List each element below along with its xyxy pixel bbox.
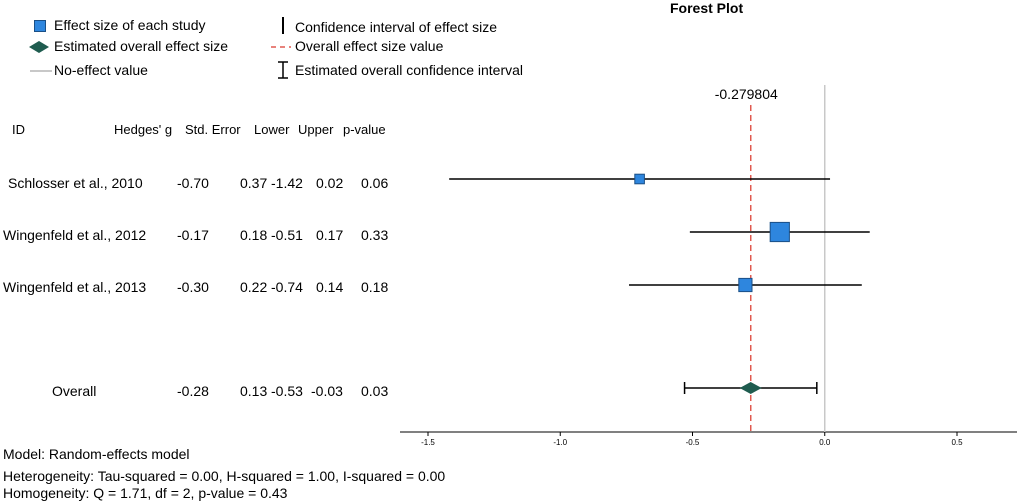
legend-overall-ci-label: Estimated overall confidence interval (295, 62, 524, 78)
legend-overall-diamond-icon (29, 41, 49, 53)
cell-p-value: 0.03 (361, 383, 389, 399)
cell-std-error: 0.37 (240, 175, 268, 191)
legend-ci-label: Confidence interval of effect size (295, 19, 498, 35)
cell-upper: -0.03 (311, 383, 343, 399)
heterogeneity-text: Heterogeneity: Tau-squared = 0.00, H-squ… (3, 468, 446, 484)
cell-p-value: 0.33 (361, 227, 389, 243)
cell-id: Schlosser et al., 2010 (8, 175, 143, 191)
chart-title: Forest Plot (670, 0, 744, 16)
legend-overall-ci-icon (278, 61, 288, 79)
legend-overall-line-icon (271, 46, 291, 48)
legend-overall-line-label: Overall effect size value (295, 38, 444, 54)
legend-study-marker-icon (34, 20, 46, 32)
x-tick-label: 0.5 (951, 438, 963, 447)
cell-p-value: 0.18 (361, 279, 389, 295)
overall-effect-diamond (739, 382, 762, 394)
legend-overall-label: Estimated overall effect size (54, 38, 229, 54)
overall-value-label: -0.279804 (715, 86, 778, 102)
cell-lower: -0.51 (271, 227, 303, 243)
study-effect-marker (738, 277, 753, 293)
cell-p-value: 0.06 (361, 175, 389, 191)
header-std-error: Std. Error (185, 122, 241, 137)
cell-std-error: 0.13 (240, 383, 268, 399)
cell-hedges-g: -0.70 (177, 175, 209, 191)
header-id: ID (12, 122, 25, 137)
homogeneity-text: Homogeneity: Q = 1.71, df = 2, p-value =… (3, 485, 288, 501)
header-upper: Upper (298, 122, 334, 137)
cell-id: Overall (52, 383, 97, 399)
x-tick-label: -1.5 (421, 438, 435, 447)
cell-upper: 0.17 (316, 227, 344, 243)
cell-hedges-g: -0.28 (177, 383, 209, 399)
legend-noeffect-label: No-effect value (54, 62, 148, 78)
cell-upper: 0.02 (316, 175, 344, 191)
legend-study-label: Effect size of each study (54, 17, 206, 33)
study-effect-marker (634, 173, 645, 185)
x-tick-label: -0.5 (686, 438, 700, 447)
model-text: Model: Random-effects model (3, 446, 190, 462)
x-tick-label: -1.0 (553, 438, 567, 447)
x-tick-label: 0.0 (819, 438, 831, 447)
legend-ci-line-icon (282, 17, 284, 34)
cell-hedges-g: -0.30 (177, 279, 209, 295)
study-effect-marker (769, 221, 790, 243)
cell-upper: 0.14 (316, 279, 344, 295)
cell-id: Wingenfeld et al., 2012 (3, 227, 147, 243)
cell-std-error: 0.18 (240, 227, 268, 243)
cell-std-error: 0.22 (240, 279, 268, 295)
header-hedges-g: Hedges' g (114, 122, 173, 137)
cell-id: Wingenfeld et al., 2013 (3, 279, 147, 295)
legend-noeffect-line-icon (30, 70, 52, 72)
cell-lower: -0.53 (271, 383, 303, 399)
cell-lower: -1.42 (271, 175, 303, 191)
header-lower: Lower (254, 122, 290, 137)
header-p-value: p-value (343, 122, 386, 137)
cell-lower: -0.74 (271, 279, 303, 295)
cell-hedges-g: -0.17 (177, 227, 209, 243)
